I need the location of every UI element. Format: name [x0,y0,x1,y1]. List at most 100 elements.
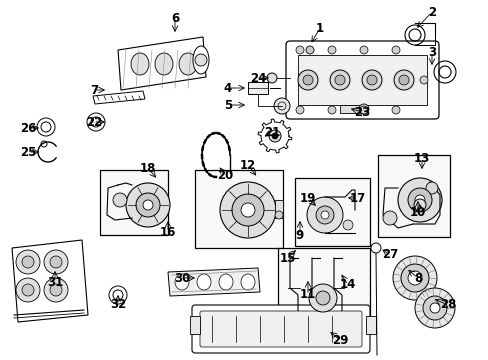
Circle shape [195,54,206,66]
Circle shape [358,104,368,114]
Text: 11: 11 [299,288,315,302]
Text: 30: 30 [174,271,190,284]
Text: 20: 20 [217,168,233,181]
Text: 23: 23 [353,105,369,118]
FancyBboxPatch shape [200,311,361,347]
Circle shape [22,284,34,296]
Circle shape [50,284,62,296]
Circle shape [16,250,40,274]
Circle shape [334,75,345,85]
Bar [190,316,200,334]
Text: 18: 18 [140,162,156,175]
Text: 26: 26 [20,122,36,135]
Text: 3: 3 [427,45,435,59]
Circle shape [422,296,446,320]
Circle shape [429,303,439,313]
Bar [377,155,449,237]
Polygon shape [168,268,260,296]
Circle shape [407,188,431,212]
Text: 8: 8 [413,271,421,284]
Ellipse shape [241,274,254,290]
Circle shape [231,194,264,226]
Circle shape [398,75,408,85]
Circle shape [44,250,68,274]
Ellipse shape [131,53,149,75]
Text: 1: 1 [315,22,324,35]
Text: 17: 17 [349,192,366,204]
Text: 28: 28 [439,298,455,311]
Circle shape [50,256,62,268]
Polygon shape [258,119,291,153]
Text: 15: 15 [279,252,296,265]
Circle shape [305,46,313,54]
Circle shape [342,220,352,230]
Text: 27: 27 [381,248,397,261]
Circle shape [392,256,436,300]
Circle shape [361,70,381,90]
Bar [297,55,426,105]
Text: 22: 22 [86,116,102,129]
Text: 2: 2 [427,5,435,18]
Circle shape [126,183,170,227]
Circle shape [220,182,275,238]
Text: 10: 10 [409,206,425,219]
Text: 21: 21 [264,126,280,139]
Ellipse shape [197,274,210,290]
Bar [278,248,369,326]
FancyBboxPatch shape [192,305,369,353]
Circle shape [136,193,160,217]
Circle shape [320,211,328,219]
Circle shape [425,182,437,194]
Circle shape [22,256,34,268]
Circle shape [297,70,317,90]
Circle shape [303,75,312,85]
Ellipse shape [175,274,189,290]
Circle shape [44,278,68,302]
Circle shape [273,98,289,114]
Text: 31: 31 [47,275,63,288]
Text: 9: 9 [295,229,304,242]
Text: 4: 4 [224,81,232,95]
FancyBboxPatch shape [285,41,438,119]
Text: 14: 14 [339,279,355,292]
Circle shape [391,106,399,114]
Text: 7: 7 [90,84,98,96]
Text: 6: 6 [170,12,179,24]
Circle shape [397,178,441,222]
Text: 12: 12 [240,158,256,171]
Circle shape [327,46,335,54]
Circle shape [266,73,276,83]
Ellipse shape [193,46,208,74]
Bar [294,178,369,246]
Circle shape [327,106,335,114]
Polygon shape [93,91,145,104]
Circle shape [268,130,281,142]
Ellipse shape [219,274,232,290]
Circle shape [414,195,424,205]
Bar [247,82,267,94]
Bar [365,316,375,334]
Text: 24: 24 [249,72,265,85]
Circle shape [370,243,380,253]
Circle shape [142,200,153,210]
Text: 16: 16 [160,225,176,239]
Circle shape [315,291,329,305]
Circle shape [359,106,367,114]
Bar [339,105,361,113]
Text: 5: 5 [224,99,232,112]
Ellipse shape [179,53,197,75]
Circle shape [241,203,254,217]
Circle shape [306,197,342,233]
Circle shape [413,199,425,211]
Circle shape [419,76,427,84]
Circle shape [382,211,396,225]
Circle shape [16,278,40,302]
Text: 19: 19 [299,192,316,204]
Circle shape [414,288,454,328]
Circle shape [274,211,283,219]
Circle shape [359,46,367,54]
Circle shape [407,271,421,285]
Ellipse shape [155,53,173,75]
Circle shape [393,70,413,90]
Bar [100,170,168,235]
